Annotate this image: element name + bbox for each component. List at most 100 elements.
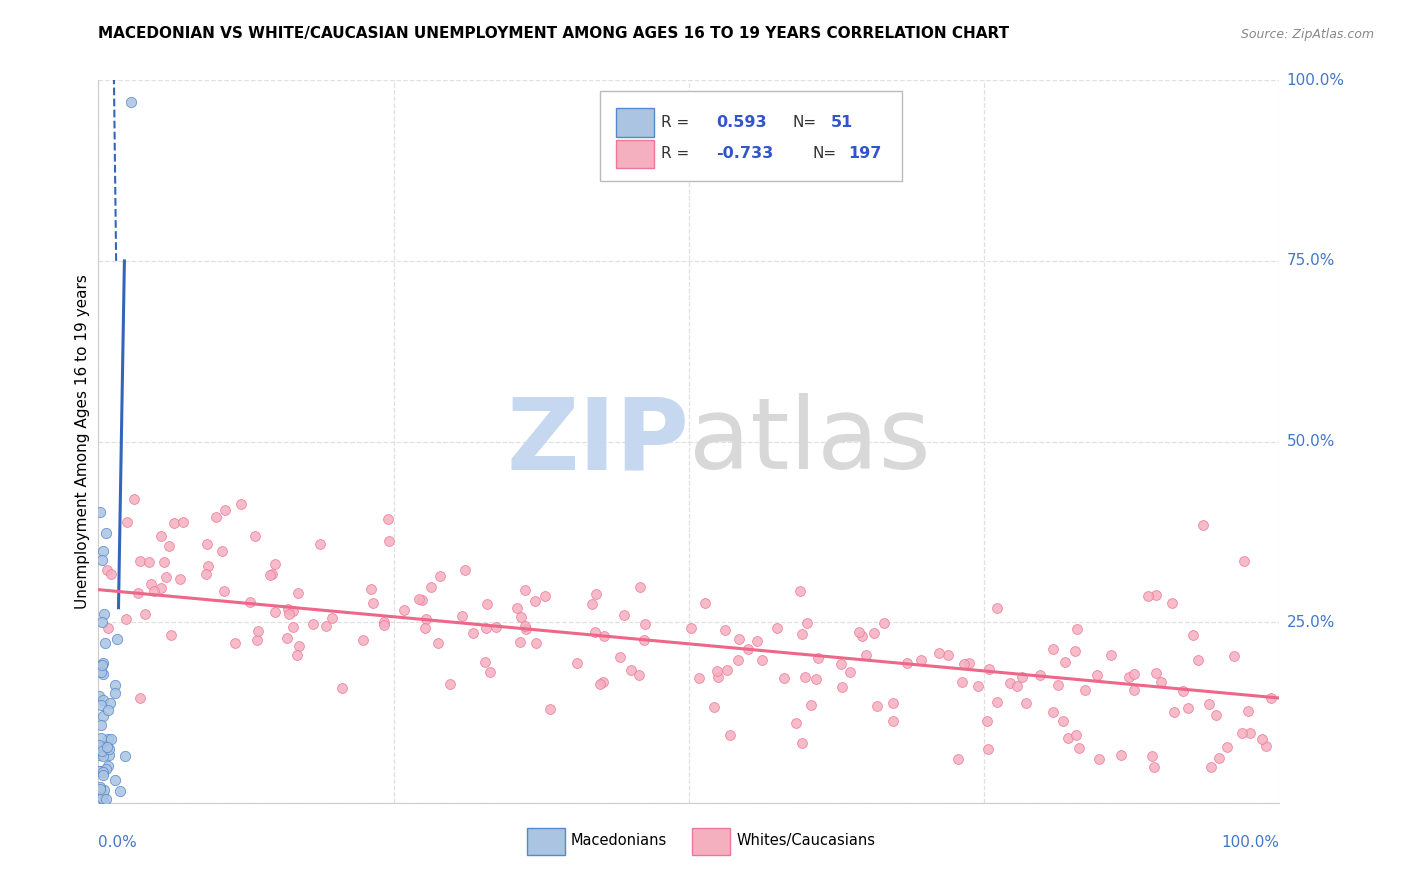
Point (792, 736, 814, 750)
Text: 100.0%: 100.0% (1222, 835, 1279, 850)
Point (796, 615, 818, 630)
Point (585, 587, 607, 601)
Point (115, 516, 138, 530)
Point (681, 621, 703, 635)
Point (1066, 728, 1088, 742)
Point (127, 586, 149, 600)
Point (427, 636, 450, 650)
Point (97, 702, 120, 716)
Point (1198, 697, 1220, 711)
Point (633, 633, 655, 648)
Point (94, 636, 117, 650)
Point (620, 663, 643, 677)
Point (1042, 705, 1064, 719)
Point (91, 666, 114, 681)
Point (90, 615, 112, 629)
Point (87, 748, 110, 763)
Point (276, 631, 298, 645)
Point (360, 582, 382, 597)
Point (1005, 679, 1028, 693)
Point (89, 764, 111, 778)
Point (411, 592, 433, 607)
Point (509, 635, 531, 649)
Point (478, 665, 501, 680)
Point (1143, 760, 1166, 774)
Point (1142, 748, 1164, 763)
Point (149, 529, 172, 543)
Point (96, 731, 118, 746)
Text: 0.593: 0.593 (716, 115, 766, 129)
Text: N=: N= (793, 115, 817, 129)
Text: R =: R = (661, 115, 689, 129)
Point (149, 581, 172, 595)
Point (581, 597, 603, 611)
Text: 51: 51 (831, 115, 853, 129)
Point (515, 622, 537, 636)
Point (90, 553, 112, 567)
Point (862, 626, 884, 640)
Point (277, 607, 299, 621)
Point (104, 678, 127, 692)
Point (716, 663, 738, 677)
Point (1254, 739, 1277, 753)
Point (882, 714, 904, 728)
Point (108, 783, 131, 797)
Point (121, 95, 143, 109)
Point (706, 665, 728, 679)
Point (91, 544, 114, 558)
Point (592, 630, 614, 644)
Point (214, 503, 236, 517)
Point (315, 619, 337, 633)
Point (243, 529, 266, 543)
Point (93, 788, 115, 802)
Point (967, 680, 990, 694)
Text: Macedonians: Macedonians (571, 833, 666, 848)
Point (91, 708, 114, 723)
Point (162, 516, 184, 530)
Point (96, 563, 118, 577)
Point (285, 648, 308, 663)
Point (98, 747, 121, 762)
Point (526, 636, 548, 650)
Point (510, 609, 533, 624)
Text: atlas: atlas (689, 393, 931, 490)
Point (114, 612, 136, 626)
Point (87, 764, 110, 778)
Point (96, 762, 118, 776)
Point (277, 601, 299, 615)
Point (1144, 588, 1167, 602)
Point (90, 698, 112, 713)
Point (1187, 653, 1209, 667)
Point (957, 657, 980, 671)
Point (392, 603, 415, 617)
Point (609, 650, 631, 665)
Point (373, 618, 395, 632)
Point (976, 714, 998, 729)
Point (1199, 760, 1222, 774)
Point (727, 653, 749, 667)
Point (474, 622, 496, 636)
Point (138, 555, 160, 569)
Point (264, 557, 287, 571)
Text: 25.0%: 25.0% (1286, 615, 1334, 630)
Point (1054, 656, 1077, 670)
Text: R =: R = (661, 146, 689, 161)
Point (737, 641, 759, 656)
Point (485, 620, 508, 634)
Point (1087, 751, 1109, 765)
Point (377, 512, 399, 526)
FancyBboxPatch shape (616, 108, 654, 136)
Point (89, 738, 111, 752)
Text: 100.0%: 100.0% (1286, 73, 1344, 87)
Point (263, 605, 285, 619)
Point (807, 651, 830, 665)
Text: 50.0%: 50.0% (1286, 434, 1334, 449)
Point (157, 539, 180, 553)
Point (936, 648, 959, 663)
Point (454, 564, 477, 578)
Point (378, 533, 401, 548)
Point (1260, 690, 1282, 705)
Point (515, 583, 537, 598)
Point (613, 608, 636, 623)
Point (89, 505, 111, 519)
